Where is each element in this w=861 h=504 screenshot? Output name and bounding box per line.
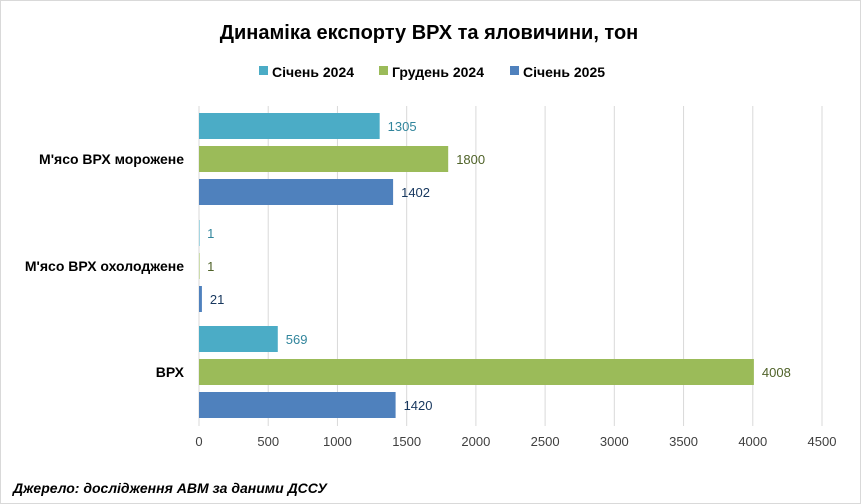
x-tick-label: 3000 xyxy=(600,434,629,449)
bar xyxy=(199,253,200,279)
x-tick-label: 4500 xyxy=(808,434,837,449)
legend-label: Грудень 2024 xyxy=(392,64,484,80)
data-label: 1305 xyxy=(388,119,417,134)
bar xyxy=(199,359,754,385)
x-tick-label: 2500 xyxy=(531,434,560,449)
category-label: М'ясо ВРХ морожене xyxy=(39,151,184,167)
bar xyxy=(199,220,200,246)
bar xyxy=(199,326,278,352)
data-label: 1800 xyxy=(456,152,485,167)
data-label: 1 xyxy=(207,226,214,241)
data-label: 21 xyxy=(210,292,224,307)
x-tick-label: 500 xyxy=(257,434,279,449)
bar xyxy=(199,146,449,172)
category-label: М'ясо ВРХ охолоджене xyxy=(25,258,184,274)
bar xyxy=(199,179,394,205)
bar xyxy=(199,113,380,139)
x-tick-label: 3500 xyxy=(669,434,698,449)
chart-title: Динаміка експорту ВРХ та яловичини, тон xyxy=(220,22,639,44)
x-tick-label: 1500 xyxy=(392,434,421,449)
data-label: 1 xyxy=(207,259,214,274)
data-label: 1420 xyxy=(404,398,433,413)
source-note: Джерело: дослідження АВМ за даними ДССУ xyxy=(12,480,328,496)
data-label: 1402 xyxy=(401,185,430,200)
legend-label: Січень 2025 xyxy=(523,64,605,80)
legend-swatch xyxy=(510,66,519,75)
legend-swatch xyxy=(379,66,388,75)
legend-label: Січень 2024 xyxy=(272,64,354,80)
category-label: ВРХ xyxy=(156,364,185,380)
bar xyxy=(199,392,396,418)
x-tick-label: 0 xyxy=(195,434,202,449)
data-label: 569 xyxy=(286,332,308,347)
data-label: 4008 xyxy=(762,365,791,380)
legend-swatch xyxy=(259,66,268,75)
bar xyxy=(199,286,202,312)
x-tick-label: 2000 xyxy=(461,434,490,449)
x-tick-label: 4000 xyxy=(738,434,767,449)
x-tick-label: 1000 xyxy=(323,434,352,449)
